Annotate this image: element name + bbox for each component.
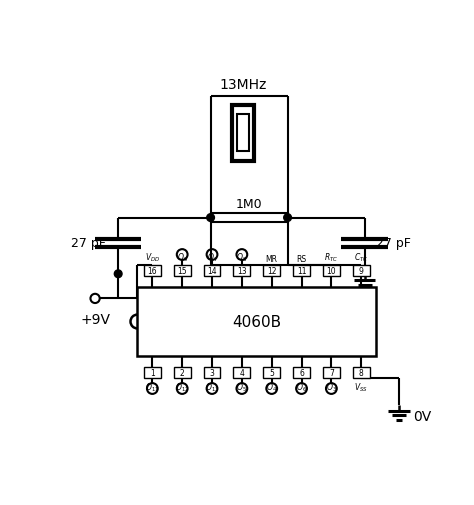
Bar xyxy=(232,106,254,161)
Text: RS: RS xyxy=(296,255,307,264)
Text: 5: 5 xyxy=(269,368,274,377)
Circle shape xyxy=(114,270,122,278)
Text: $C_{TC}$: $C_{TC}$ xyxy=(354,251,368,264)
Circle shape xyxy=(284,214,292,222)
Bar xyxy=(293,367,310,378)
Bar xyxy=(237,115,249,152)
Bar xyxy=(263,367,280,378)
Text: $R_{TC}$: $R_{TC}$ xyxy=(324,251,338,264)
Text: +9V: +9V xyxy=(80,313,110,327)
Text: 4060B: 4060B xyxy=(232,315,282,329)
Text: $O_{12}$: $O_{12}$ xyxy=(175,380,189,393)
Text: $O_{13}$: $O_{13}$ xyxy=(205,380,219,393)
Bar xyxy=(323,266,340,277)
Bar xyxy=(203,266,220,277)
Text: $V_{SS}$: $V_{SS}$ xyxy=(354,380,368,393)
Text: 3: 3 xyxy=(210,368,214,377)
Text: $O_5$: $O_5$ xyxy=(237,380,247,393)
Circle shape xyxy=(207,214,214,222)
Text: 1M0: 1M0 xyxy=(236,197,263,211)
Bar xyxy=(144,367,161,378)
Text: 15: 15 xyxy=(177,267,187,276)
Text: 0V: 0V xyxy=(413,410,431,423)
Text: 13: 13 xyxy=(237,267,246,276)
Bar xyxy=(233,367,250,378)
Text: $O_6$: $O_6$ xyxy=(296,380,307,393)
Text: 7: 7 xyxy=(329,368,334,377)
Text: 16: 16 xyxy=(147,267,157,276)
Text: MR: MR xyxy=(266,255,278,264)
Text: 8: 8 xyxy=(359,368,364,377)
Text: $O_4$: $O_4$ xyxy=(266,380,277,393)
Bar xyxy=(353,266,370,277)
Text: $O_3$: $O_3$ xyxy=(326,380,337,393)
Bar xyxy=(293,266,310,277)
Bar xyxy=(203,367,220,378)
Text: $O_{11}$: $O_{11}$ xyxy=(145,380,159,393)
Bar xyxy=(174,266,191,277)
Text: $O_9$: $O_9$ xyxy=(177,251,188,264)
Bar xyxy=(263,266,280,277)
Text: 13MHz: 13MHz xyxy=(219,77,266,91)
Text: 6: 6 xyxy=(299,368,304,377)
Bar xyxy=(174,367,191,378)
Text: 12: 12 xyxy=(267,267,276,276)
Text: 27 pF: 27 pF xyxy=(376,237,411,250)
Bar xyxy=(144,266,161,277)
Bar xyxy=(353,367,370,378)
Text: 10: 10 xyxy=(327,267,336,276)
Bar xyxy=(233,266,250,277)
Text: $V_{DD}$: $V_{DD}$ xyxy=(145,251,160,264)
Text: 4: 4 xyxy=(239,368,244,377)
Text: $O_7$: $O_7$ xyxy=(207,251,218,264)
Bar xyxy=(323,367,340,378)
Bar xyxy=(210,214,288,223)
Text: 9: 9 xyxy=(359,267,364,276)
Text: 1: 1 xyxy=(150,368,155,377)
Text: 14: 14 xyxy=(207,267,217,276)
Text: 27 pF: 27 pF xyxy=(72,237,106,250)
Text: $O_8$: $O_8$ xyxy=(237,251,247,264)
Bar xyxy=(137,287,376,357)
Text: 11: 11 xyxy=(297,267,306,276)
Text: 2: 2 xyxy=(180,368,184,377)
